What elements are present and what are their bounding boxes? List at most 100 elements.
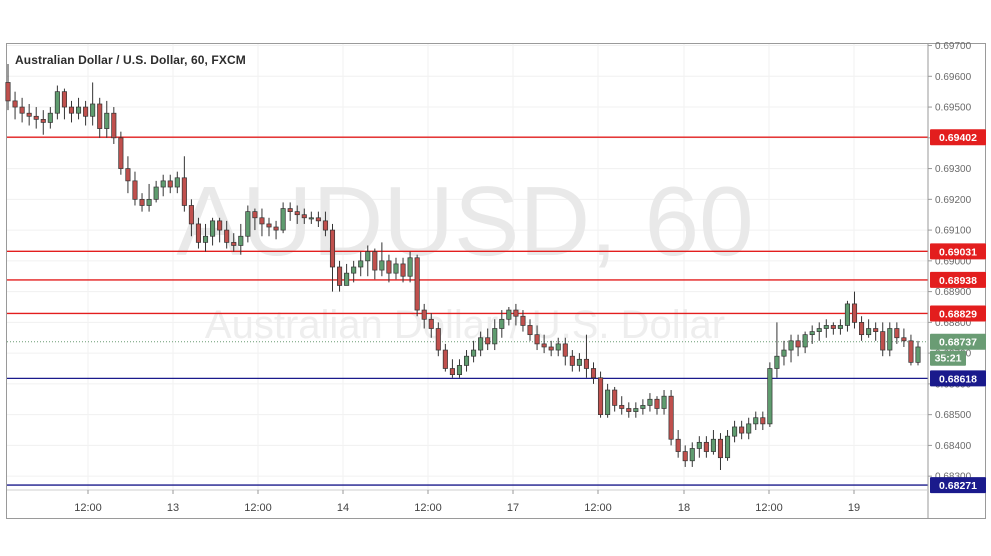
- candle-down: [612, 389, 618, 406]
- candle-up: [463, 355, 470, 366]
- candle-down: [315, 217, 321, 222]
- candle-up: [379, 260, 385, 271]
- candle-down: [181, 177, 187, 206]
- candle-up: [506, 309, 512, 320]
- candle-down: [449, 368, 455, 376]
- level-label-bg: [930, 305, 986, 322]
- y-tick-label: 0.69600: [935, 72, 972, 83]
- candle-down: [619, 405, 625, 409]
- candle-up: [696, 441, 702, 449]
- x-tick-label: 13: [167, 502, 179, 514]
- level-label-support: 0.68618: [939, 373, 977, 385]
- candle-down: [68, 106, 75, 114]
- candle-up: [802, 334, 808, 348]
- x-tick-label: 14: [337, 502, 349, 514]
- chart-panel[interactable]: [6, 43, 986, 519]
- level-label-bg: [930, 243, 986, 260]
- level-label-bg: [930, 477, 986, 494]
- x-tick-label: 12:00: [74, 502, 102, 514]
- candle-down: [795, 340, 801, 348]
- candle-up: [146, 198, 152, 206]
- candle-up: [308, 217, 314, 220]
- level-label-resistance: 0.69031: [939, 246, 977, 258]
- grid: [7, 44, 928, 490]
- candle-up: [365, 251, 371, 262]
- x-tick-label: 12:00: [755, 502, 783, 514]
- y-tick-label: 0.69300: [935, 164, 972, 175]
- candle-up: [647, 398, 653, 406]
- candle-up: [210, 220, 216, 237]
- current-price-label-bg: [930, 333, 986, 350]
- candle-down: [132, 180, 138, 200]
- candle-down: [26, 112, 32, 117]
- candle-up: [732, 426, 738, 437]
- candle-down: [195, 223, 202, 243]
- candle-down: [908, 340, 914, 363]
- level-lines: [7, 136, 928, 486]
- candle-down: [125, 168, 131, 182]
- candle-down: [703, 441, 709, 452]
- candle-down: [534, 334, 540, 345]
- candle-down: [287, 208, 293, 212]
- level-labels: 0.69402 0.69031 0.68938 0.68829 0.68618 0.682…: [930, 129, 986, 494]
- current-price-label: 0.68737: [939, 337, 977, 349]
- candle-down: [273, 226, 279, 231]
- candle-down: [266, 223, 272, 228]
- candle-down: [61, 91, 67, 108]
- y-tick-label: 0.68900: [935, 287, 972, 298]
- candle-up: [407, 257, 413, 277]
- level-label-support: 0.68271: [939, 480, 977, 492]
- candle-up: [661, 395, 667, 409]
- candle-down: [562, 343, 568, 357]
- candle-up: [633, 408, 639, 412]
- candle-up: [54, 91, 60, 114]
- candle-down: [301, 214, 307, 219]
- candle-up: [753, 417, 759, 425]
- candle-down: [527, 325, 533, 336]
- candle-up: [358, 260, 364, 268]
- y-tick-label: 0.69100: [935, 226, 972, 237]
- candle-up: [393, 263, 399, 274]
- candle-up: [724, 435, 731, 459]
- candle-down: [682, 451, 688, 462]
- candle-down: [40, 119, 46, 123]
- candle-down: [873, 328, 879, 332]
- candle-up: [746, 423, 752, 434]
- candle-up: [351, 266, 357, 274]
- candle-down: [224, 229, 230, 243]
- candle-down: [386, 260, 392, 274]
- candle-down: [851, 303, 858, 323]
- candle-up: [492, 328, 498, 345]
- candle-down: [901, 337, 907, 342]
- candle-down: [520, 315, 526, 326]
- candle-down: [97, 103, 103, 129]
- x-tick-label: 19: [848, 502, 860, 514]
- countdown-bg: [930, 350, 966, 366]
- candle-down: [231, 242, 237, 246]
- candle-down: [435, 328, 441, 351]
- candle-up: [915, 346, 921, 363]
- candle-down: [830, 325, 836, 329]
- candle-down: [569, 355, 575, 366]
- countdown-label: 35:21: [935, 353, 962, 365]
- y-tick-label: 0.68400: [935, 441, 972, 452]
- candle-down: [111, 112, 117, 139]
- watermark: AUDUSD, 60 Australian Dollar / U.S. Doll…: [176, 166, 753, 347]
- candle-down: [513, 309, 519, 317]
- candle-up: [90, 103, 96, 117]
- candle-up: [823, 325, 829, 329]
- candle-down: [83, 106, 89, 117]
- candle-down: [414, 257, 420, 311]
- candle-down: [485, 337, 491, 345]
- watermark-name: Australian Dollar / U.S. Dollar: [205, 303, 725, 347]
- candle-up: [471, 349, 477, 357]
- candle-down: [217, 220, 223, 231]
- candle-up: [238, 235, 244, 246]
- candle-down: [442, 349, 448, 369]
- x-tick-label: 12:00: [414, 502, 442, 514]
- candle-up: [689, 448, 695, 462]
- candle-up: [344, 272, 350, 286]
- candle-up: [153, 186, 159, 200]
- candle-down: [167, 180, 173, 188]
